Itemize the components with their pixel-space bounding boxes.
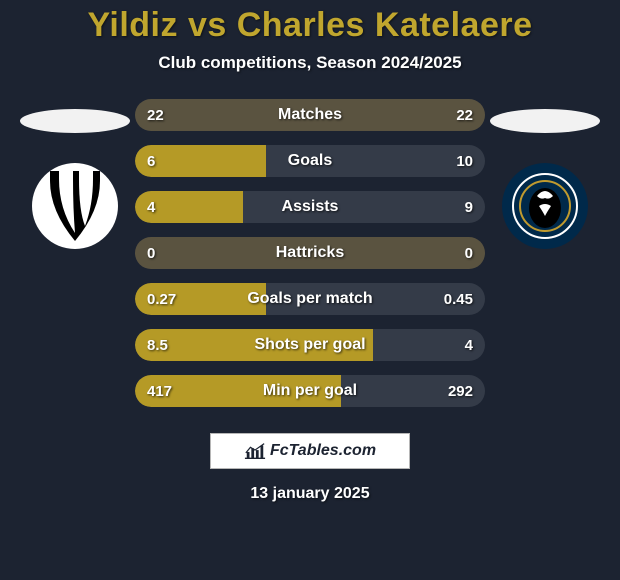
brand-text: FcTables.com — [270, 442, 376, 460]
bar-right-segment — [135, 99, 485, 131]
page-title: Yildiz vs Charles Katelaere — [87, 6, 532, 45]
right-player-avatar — [490, 109, 600, 133]
bar-left-segment — [135, 329, 373, 361]
comparison-bars: 2222Matches 610Goals 49Assists 00Hattricks 0… — [135, 99, 485, 407]
date-text: 13 january 2025 — [250, 485, 369, 503]
stat-row: 2222Matches — [135, 99, 485, 131]
stat-row: 00Hattricks — [135, 237, 485, 269]
juventus-logo — [32, 163, 118, 249]
stat-row: 0.270.45Goals per match — [135, 283, 485, 315]
right-player-column — [485, 99, 605, 249]
stats-area: 2222Matches 610Goals 49Assists 00Hattricks 0… — [0, 99, 620, 407]
bar-right-segment — [135, 237, 485, 269]
bar-left-segment — [135, 145, 266, 177]
bar-left-segment — [135, 191, 243, 223]
left-player-avatar — [20, 109, 130, 133]
atalanta-logo — [502, 163, 588, 249]
brand-badge: FcTables.com — [210, 433, 410, 469]
left-player-column — [15, 99, 135, 249]
stat-row: 610Goals — [135, 145, 485, 177]
stat-row: 49Assists — [135, 191, 485, 223]
subtitle: Club competitions, Season 2024/2025 — [158, 53, 461, 73]
brand-chart-icon — [244, 442, 266, 460]
stat-row: 417292Min per goal — [135, 375, 485, 407]
bar-left-segment — [135, 375, 341, 407]
bar-left-segment — [135, 283, 266, 315]
stat-row: 8.54Shots per goal — [135, 329, 485, 361]
